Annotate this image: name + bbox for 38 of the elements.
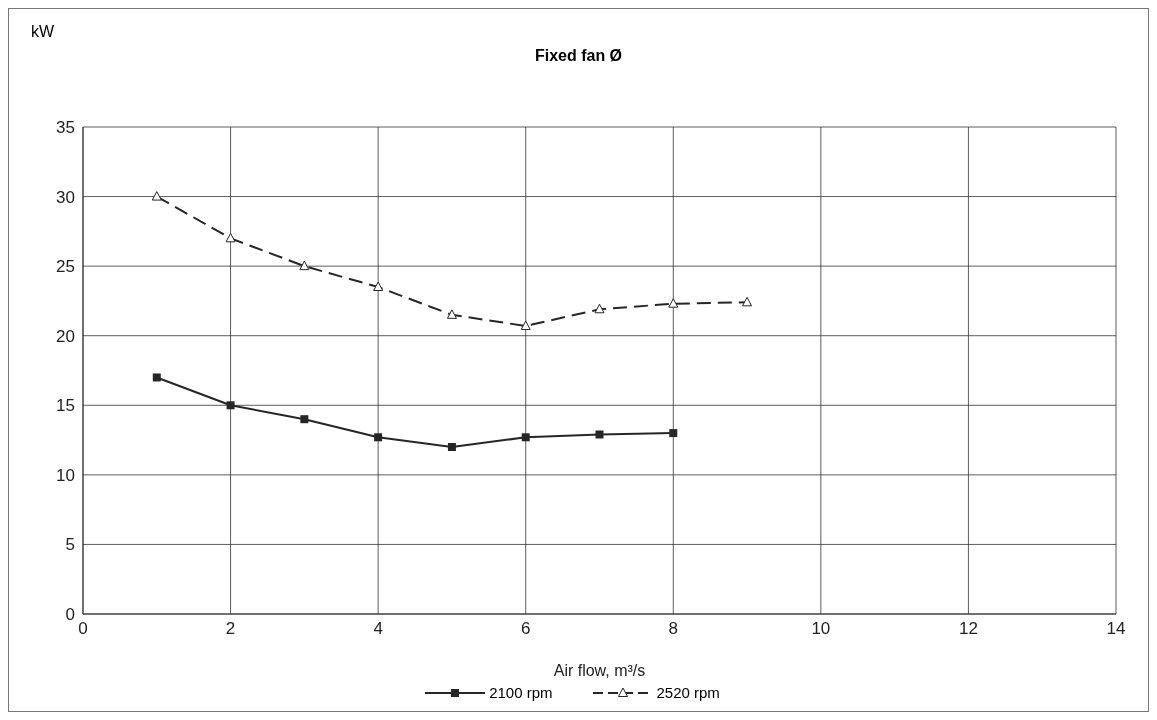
point (668, 298, 679, 308)
y-tick-label: 20 (56, 326, 75, 346)
point (152, 373, 161, 382)
x-tick-label: 4 (373, 619, 383, 639)
point (447, 443, 456, 452)
x-axis-title: Air flow, m³/s (553, 662, 646, 679)
point (373, 281, 384, 292)
x-tick-label: 6 (520, 619, 531, 639)
point (595, 430, 604, 439)
point (374, 433, 383, 442)
chart-title: Fixed fan Ø (533, 47, 624, 65)
point (225, 232, 236, 243)
point (521, 433, 530, 442)
y-tick-label: 5 (65, 535, 75, 555)
y-tick-label: 35 (56, 118, 75, 138)
x-tick-label: 0 (78, 619, 88, 639)
point (299, 260, 310, 271)
point (742, 296, 753, 307)
y-tick-label: 25 (56, 257, 75, 277)
x-tick-label: 10 (811, 619, 831, 639)
legend-label: 2520 rpm (656, 684, 720, 701)
point (520, 320, 531, 330)
point (226, 401, 235, 410)
y-tick-label: 10 (56, 465, 75, 485)
x-tick-label: 2 (225, 619, 236, 639)
legend-label: 2100 rpm (489, 684, 553, 701)
y-axis-title: kW (31, 23, 55, 41)
point (594, 303, 605, 314)
x-tick-label: 8 (668, 619, 679, 639)
point (151, 191, 162, 201)
point (300, 415, 309, 424)
point (669, 429, 678, 438)
point (446, 309, 457, 319)
y-tick-label: 0 (65, 605, 75, 625)
x-tick-label: 12 (958, 619, 978, 639)
x-tick-label: 14 (1106, 619, 1126, 639)
y-tick-label: 15 (56, 396, 75, 416)
y-tick-label: 30 (56, 187, 75, 207)
